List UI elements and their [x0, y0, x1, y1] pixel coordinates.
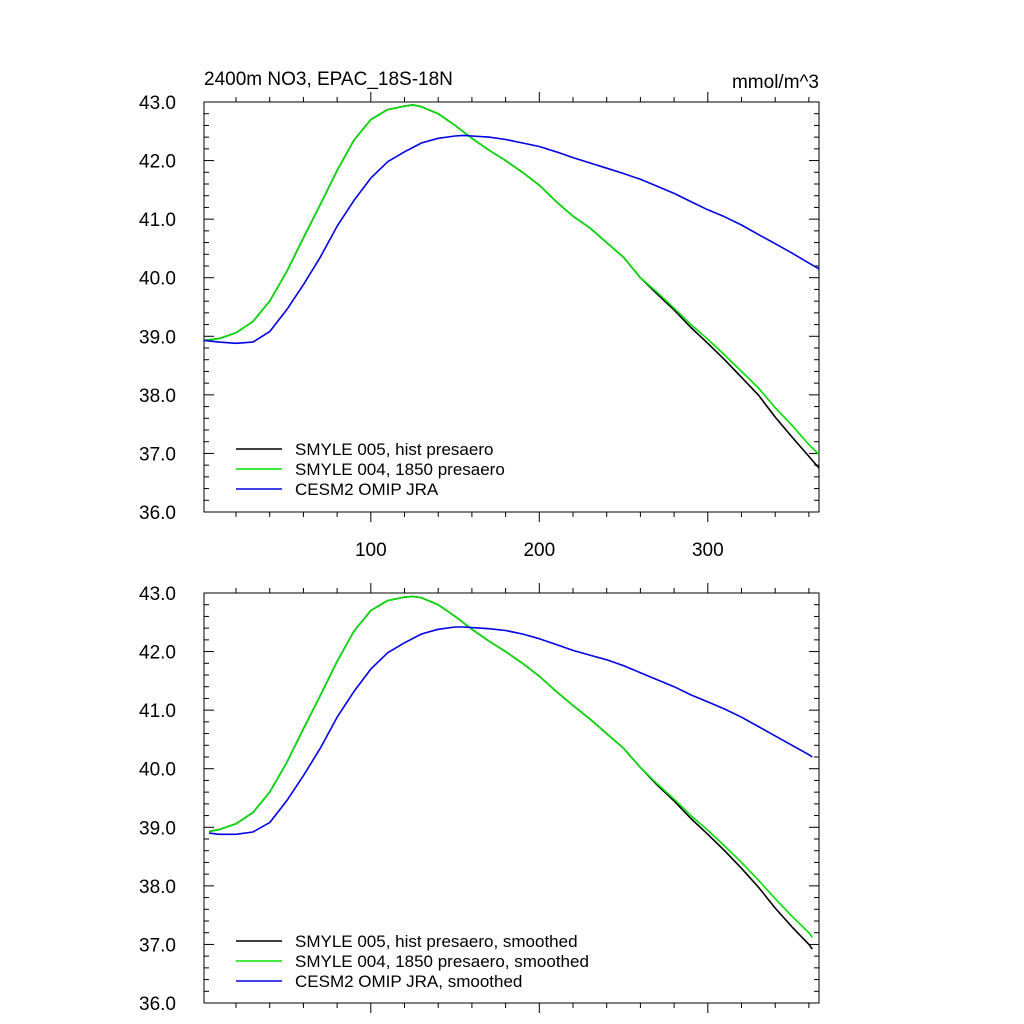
y-tick-label: 38.0 [139, 877, 176, 898]
y-tick-label: 36.0 [139, 503, 176, 524]
y-tick-label: 40.0 [139, 269, 176, 290]
legend-label-omip: CESM2 OMIP JRA, smoothed [295, 972, 522, 991]
plot-frame [203, 101, 820, 513]
plot-frame [203, 592, 820, 1004]
y-tick-label: 39.0 [139, 818, 176, 839]
series-line-p1850 [208, 595, 813, 938]
series-line-hist [208, 595, 813, 950]
y-tick-label: 39.0 [139, 327, 176, 348]
figure-title: 2400m NO3, EPAC_18S-18N [204, 69, 453, 90]
series-line-p1850 [203, 104, 820, 456]
legend-label-omip: CESM2 OMIP JRA [295, 480, 439, 499]
chart-panel-smoothed: 36.0 37.0 38.0 39.0 40.0 41.0 42.0 43.0 SMYLE 00… [139, 583, 820, 1015]
y-tick-label: 38.0 [139, 386, 176, 407]
y-tick-label: 42.0 [139, 643, 176, 664]
series-line-hist [203, 104, 820, 469]
legend-label-p1850: SMYLE 004, 1850 presaero [295, 460, 505, 479]
series-line-omip [209, 626, 813, 836]
y-tick-label: 41.0 [139, 701, 176, 722]
y-tick-label: 40.0 [139, 760, 176, 781]
x-tick-label: 100 [355, 540, 387, 561]
y-tick-label: 43.0 [139, 93, 176, 114]
series-line-omip [203, 134, 820, 345]
y-tick-label: 42.0 [139, 152, 176, 173]
y-tick-label: 41.0 [139, 210, 176, 231]
legend-label-p1850: SMYLE 004, 1850 presaero, smoothed [295, 952, 589, 971]
y-tick-label: 37.0 [139, 935, 176, 956]
legend-label-hist: SMYLE 005, hist presaero [295, 440, 493, 459]
legend-label-hist: SMYLE 005, hist presaero, smoothed [295, 932, 578, 951]
y-tick-label: 37.0 [139, 444, 176, 465]
y-tick-label: 36.0 [139, 994, 176, 1015]
y-tick-label: 43.0 [139, 584, 176, 605]
x-tick-label: 300 [692, 540, 724, 561]
chart-panel-raw: 36.0 37.0 38.0 39.0 40.0 41.0 42.0 43.0 100 200 30… [139, 92, 820, 561]
x-tick-label: 200 [523, 540, 555, 561]
figure-units: mmol/m^3 [732, 72, 819, 93]
